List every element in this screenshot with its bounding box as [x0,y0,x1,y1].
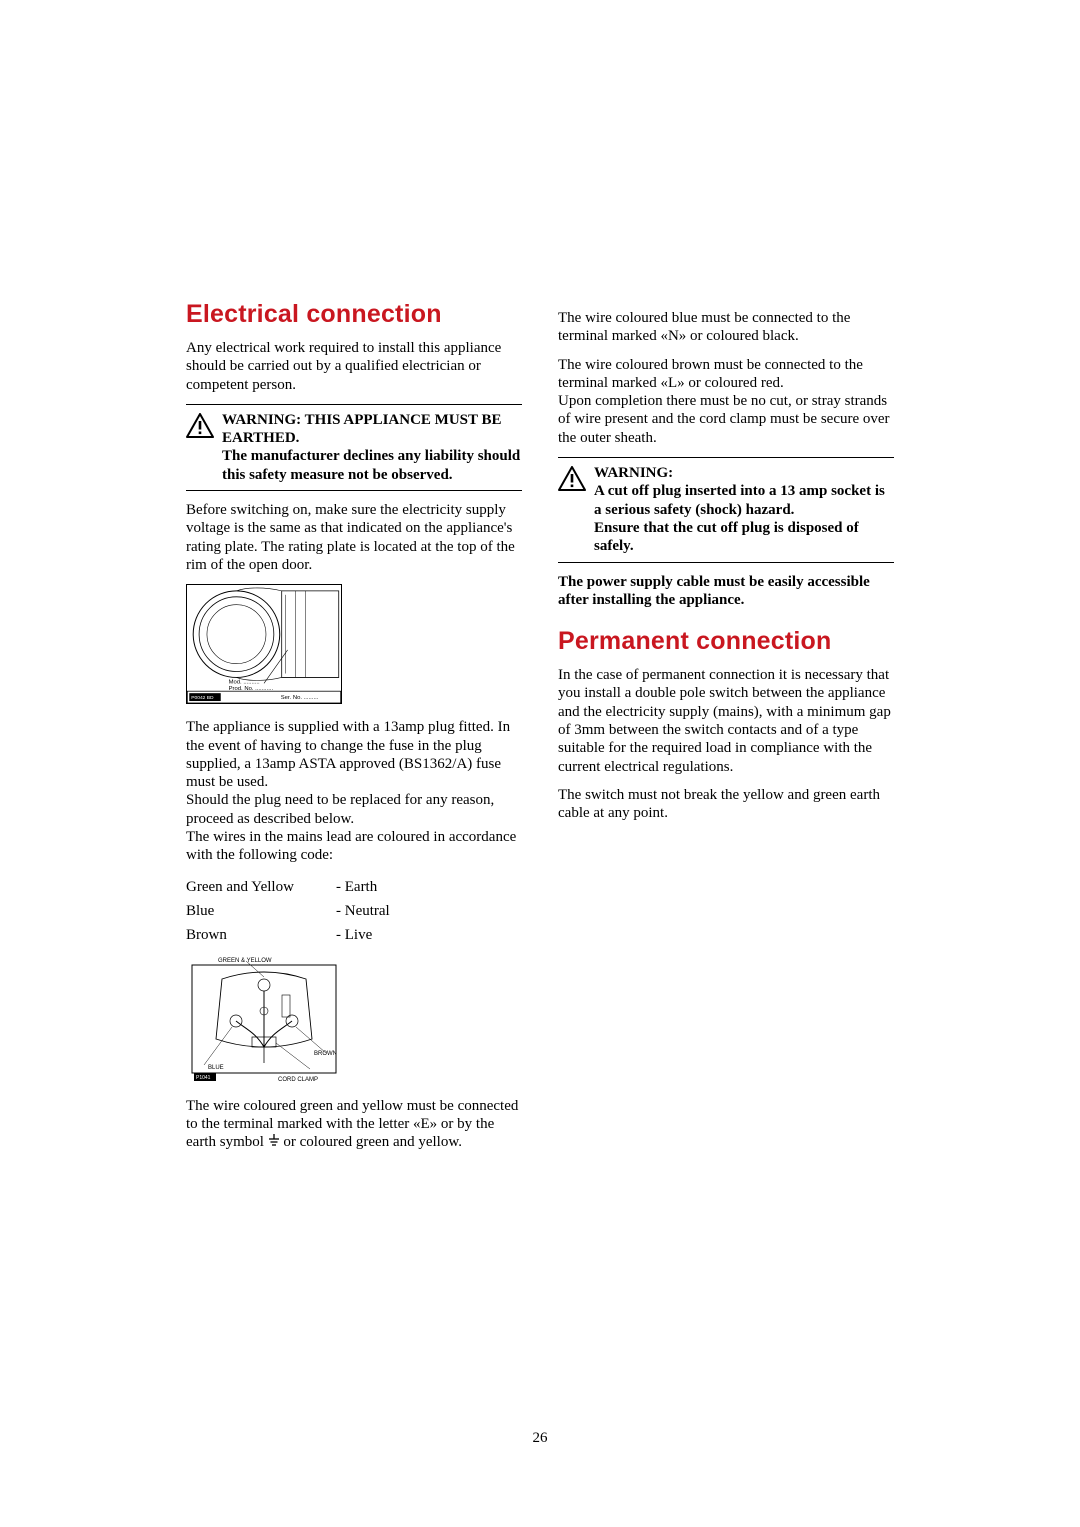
green-yellow-suffix: or coloured green and yellow. [280,1134,462,1150]
warning-cutoff-plug-text: WARNING: A cut off plug inserted into a … [594,464,894,555]
fig1-code-label: P0042 BD [191,695,214,701]
wire-name: Green and Yellow [186,875,336,899]
brown-wire-paragraph: The wire coloured brown must be connecte… [558,356,894,393]
table-row: Blue - Neutral [186,899,522,923]
plug-para-1: The appliance is supplied with a 13amp p… [186,718,522,791]
warning-triangle-icon [558,464,586,497]
two-column-layout: Electrical connection Any electrical wor… [186,300,894,1164]
fig2-blue-label: BLUE [208,1065,224,1071]
earth-symbol-icon [268,1134,280,1153]
warning-body: A cut off plug inserted into a 13 amp so… [594,482,894,555]
page: Electrical connection Any electrical wor… [186,300,894,1164]
power-cable-paragraph: The power supply cable must be easily ac… [558,573,894,610]
warning-title: WARNING: [594,464,894,482]
plug-para-3: The wires in the mains lead are coloured… [186,828,522,865]
fig2-code-label: P1041 [196,1075,211,1081]
permanent-para-2: The switch must not break the yellow and… [558,786,894,823]
warning-box-cutoff-plug: WARNING: A cut off plug inserted into a … [558,457,894,562]
warning-box-earthed: WARNING: THIS APPLIANCE MUST BE EARTHED.… [186,404,522,491]
wire-role: - Live [336,923,372,947]
figure-rating-plate-location: Mod. .......... Prod. No. ........... P0… [186,584,342,704]
warning-triangle-icon [186,411,214,444]
wire-colour-table: Green and Yellow - Earth Blue - Neutral … [186,875,522,947]
figure-plug-wiring: GREEN & YELLOW BROWN BLUE CORD CLAMP P10… [186,955,342,1083]
wire-role: - Earth [336,875,377,899]
intro-paragraph: Any electrical work required to install … [186,339,522,394]
rating-plate-paragraph: Before switching on, make sure the elect… [186,501,522,574]
permanent-para-1: In the case of permanent connection it i… [558,666,894,776]
heading-electrical-connection: Electrical connection [186,300,522,329]
blue-wire-paragraph: The wire coloured blue must be connected… [558,309,894,346]
heading-permanent-connection: Permanent connection [558,627,894,656]
green-yellow-wire-paragraph: The wire coloured green and yellow must … [186,1097,522,1154]
wire-name: Blue [186,899,336,923]
fig2-green-yellow-label: GREEN & YELLOW [218,958,272,964]
fig2-brown-label: BROWN [314,1051,337,1057]
page-number: 26 [186,1430,894,1447]
plug-para-2: Should the plug need to be replaced for … [186,791,522,828]
right-column: The wire coloured blue must be connected… [558,300,894,1164]
warning-earthed-text: WARNING: THIS APPLIANCE MUST BE EARTHED.… [222,411,522,484]
fig1-mod-label: Mod. .......... [229,680,260,686]
wire-name: Brown [186,923,336,947]
left-column: Electrical connection Any electrical wor… [186,300,522,1164]
fig1-ser-label: Ser. No. ......... [281,695,319,701]
fig2-cord-clamp-label: CORD CLAMP [278,1077,318,1083]
table-row: Brown - Live [186,923,522,947]
wire-role: - Neutral [336,899,390,923]
table-row: Green and Yellow - Earth [186,875,522,899]
completion-paragraph: Upon completion there must be no cut, or… [558,392,894,447]
